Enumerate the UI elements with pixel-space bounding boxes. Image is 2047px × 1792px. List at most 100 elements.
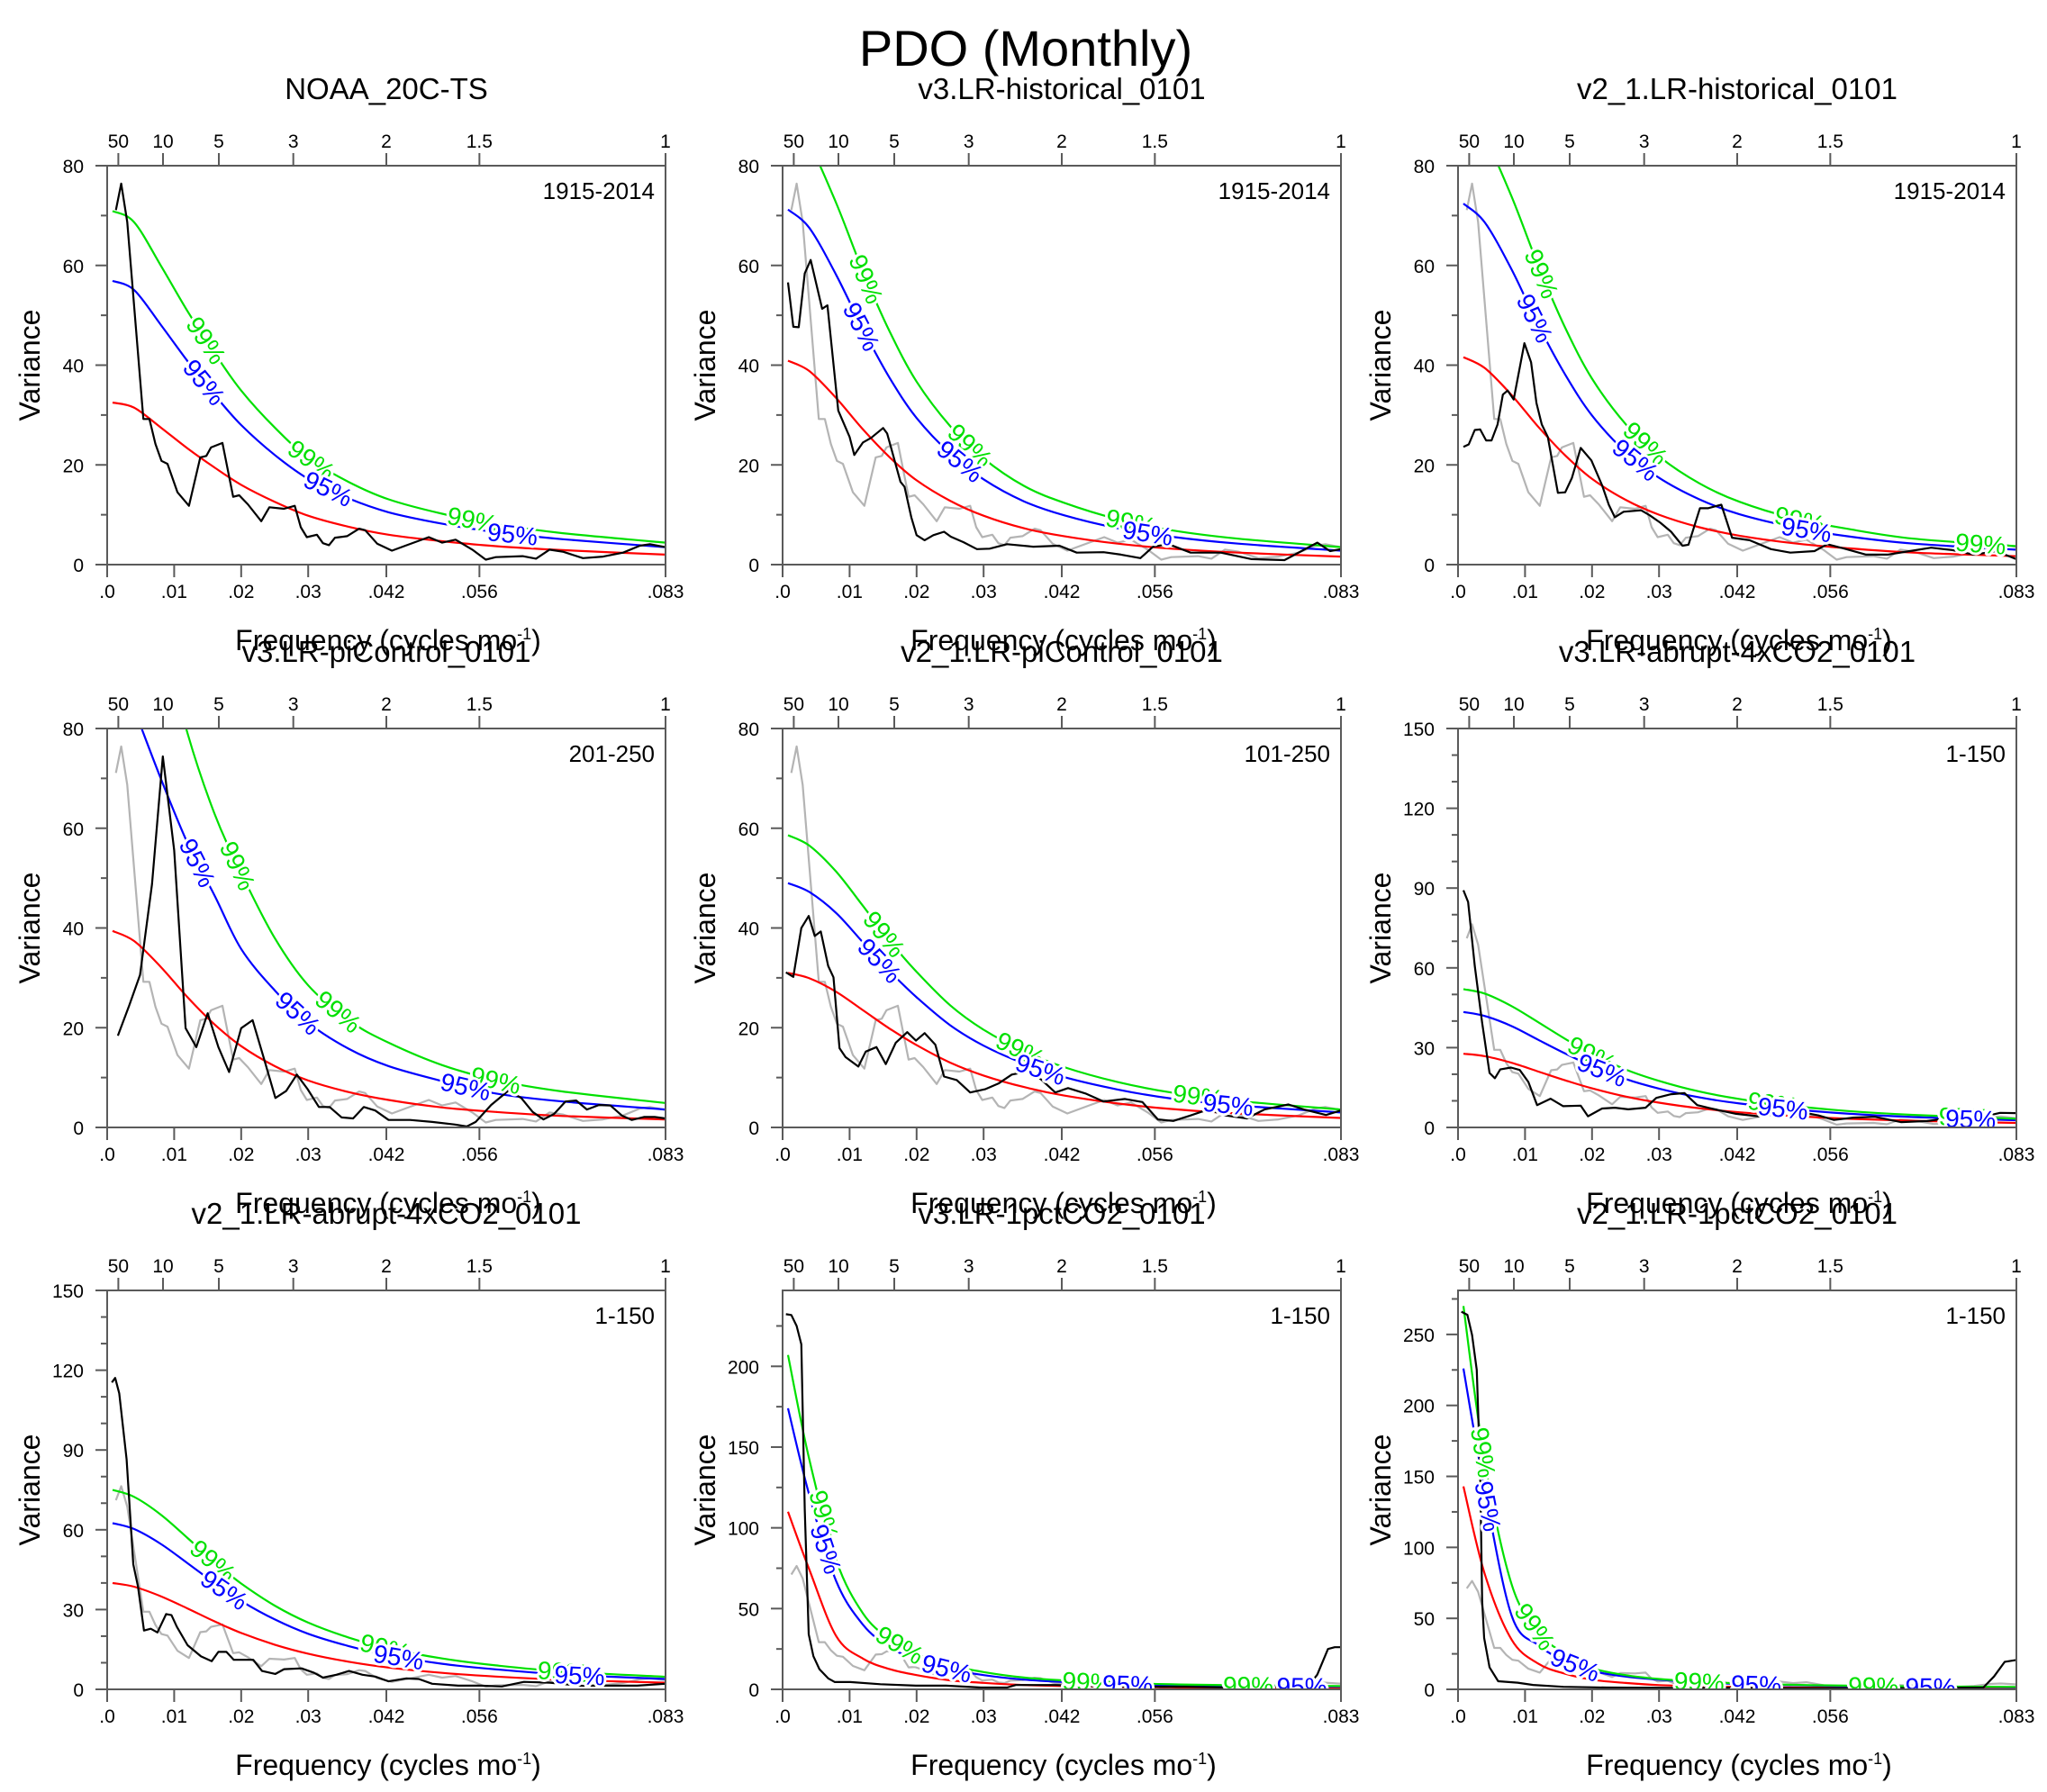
plot-frame [1457,1290,2017,1690]
panel: v3.LR-1pctCO2_0101 50 10 5 3 2 1.5 1 .0 .01 .02 .03… [689,1197,1359,1781]
x-axis-tick-label: .042 [1719,1145,1756,1165]
y-axis-tick-label: 20 [738,1018,759,1039]
top-axis-tick-label: 5 [889,131,900,152]
top-axis-tick-label: 5 [889,1256,900,1277]
x-axis-tick-label: .0 [1450,1145,1466,1165]
x-axis-label-close: ) [1882,624,1892,656]
x-axis-tick-label: .02 [228,1706,254,1727]
significance-95-label: 95% [554,1661,605,1690]
red-noise-line [112,401,666,556]
plot-frame [106,728,666,1128]
y-axis-tick-label: 50 [738,1599,759,1620]
significance-95-label: 95% [486,518,539,551]
x-axis-tick-label: .042 [1044,582,1081,602]
x-axis-label: Frequency (cycles mo-1) [235,624,541,656]
y-axis-tick-label: 90 [1414,879,1435,900]
y-axis-label: Variance [689,873,721,984]
reference-spectrum-line [114,745,666,1124]
x-axis-tick-label: .0 [774,582,791,602]
x-axis-tick-label: .01 [837,1706,863,1727]
y-axis-tick-label: 50 [1414,1609,1435,1630]
top-axis-tick-label: 10 [828,694,848,715]
x-axis-label-main: Frequency (cycles mo [235,1187,517,1219]
y-axis-tick-label: 20 [738,456,759,476]
x-axis-tick-label: .042 [1044,1706,1081,1727]
significance-99-line [185,729,666,1104]
x-axis-tick-label: .056 [1137,582,1173,602]
top-axis-tick-label: 50 [783,1256,804,1277]
top-axis-tick-label: 2 [1056,694,1067,715]
x-axis-tick-label: .083 [1998,1706,2035,1727]
x-axis-tick-label: .056 [1812,582,1849,602]
x-axis-label-close: ) [1207,1749,1217,1781]
x-axis-tick-label: .02 [903,1145,929,1165]
top-axis-tick-label: 2 [381,694,392,715]
significance-95-label: 95% [1012,1048,1069,1091]
x-axis-label-superscript: -1 [1192,1188,1207,1206]
significance-95-label: 95% [371,1640,425,1676]
y-axis-label: Variance [14,873,46,984]
y-axis-label: Variance [14,1435,46,1546]
x-axis-tick-label: .0 [1450,582,1466,602]
y-axis-tick-label: 150 [52,1281,84,1302]
x-axis-label-superscript: -1 [1192,1750,1207,1768]
top-axis-tick-label: 3 [1639,694,1650,715]
spectrum-line [785,915,1341,1122]
significance-99-line [1497,166,2016,548]
reference-spectrum-line [1465,182,2016,561]
y-axis-tick-label: 60 [738,819,759,840]
significance-99-line [787,834,1341,1111]
top-axis-tick-label: 50 [1459,131,1480,152]
x-axis-label-main: Frequency (cycles mo [910,624,1192,656]
top-axis-tick-label: 5 [1564,694,1575,715]
x-axis-tick-label: .0 [774,1706,791,1727]
period-label: 201-250 [569,740,655,767]
top-axis-tick-label: 50 [783,131,804,152]
top-axis-tick-label: 3 [288,1256,299,1277]
panel: v2_1.LR-piControl_0101 50 10 5 3 2 1.5 1 .0 .01 .0… [689,635,1359,1219]
y-axis-label: Variance [689,310,721,421]
significance-99-label: 99% [871,1620,928,1670]
x-axis-tick-label: .083 [1323,1145,1360,1165]
top-axis-tick-label: 1.5 [1142,131,1168,152]
y-axis-tick-label: 100 [728,1519,759,1540]
significance-95-line [112,1522,666,1680]
top-axis-tick-label: 2 [1732,1256,1743,1277]
top-axis-tick-label: 10 [1503,1256,1524,1277]
significance-95-label: 95% [1546,1643,1604,1688]
top-axis-tick-label: 1 [2011,131,2022,152]
y-axis-tick-label: 150 [1403,1468,1435,1489]
top-axis-tick-label: 2 [1056,131,1067,152]
x-axis-tick-label: .01 [1512,1145,1538,1165]
red-noise-line [112,929,666,1121]
significance-95-line [1463,203,2016,551]
x-axis-label-close: ) [1207,1187,1217,1219]
y-axis-tick-label: 0 [73,556,84,576]
spectrum-line [1461,1310,2016,1689]
top-axis-tick-label: 2 [1732,694,1743,715]
x-axis-tick-label: .056 [461,582,498,602]
significance-99-label: 99% [1954,529,2006,560]
spectrum-line [785,1313,1341,1689]
significance-95-label: 95% [1945,1105,1997,1135]
y-axis-tick-label: 80 [738,720,759,740]
top-axis-tick-label: 10 [828,131,848,152]
x-axis-tick-label: .083 [648,1706,684,1727]
x-axis-tick-label: .01 [1512,582,1538,602]
y-axis-tick-label: 30 [63,1600,84,1621]
top-axis-tick-label: 1.5 [466,1256,493,1277]
significance-99-label: 99% [537,1656,589,1688]
top-axis-tick-label: 3 [288,694,299,715]
y-axis-tick-label: 150 [1403,720,1435,740]
y-axis-tick-label: 0 [73,1680,84,1701]
x-axis-label-close: ) [1882,1749,1892,1781]
y-axis-tick-label: 60 [63,257,84,277]
period-label: 1-150 [595,1302,656,1329]
spectrum-line [116,755,666,1127]
panel-title: v3.LR-piControl_0101 [241,635,530,668]
y-axis-tick-label: 0 [1424,1118,1435,1139]
significance-95-label: 95% [174,834,222,891]
x-axis-tick-label: .083 [648,1145,684,1165]
y-axis-tick-label: 60 [1414,257,1435,277]
